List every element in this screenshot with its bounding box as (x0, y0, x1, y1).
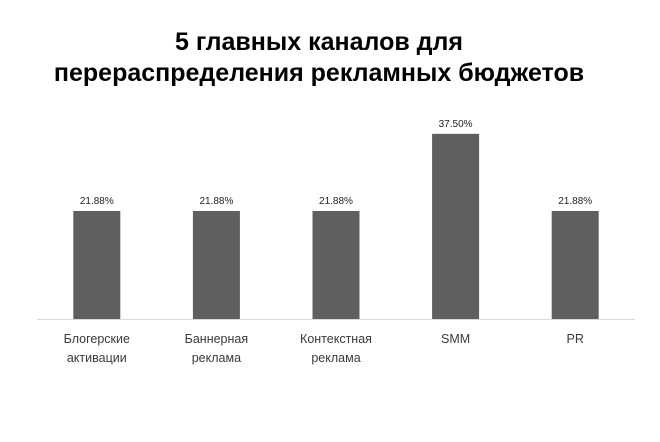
x-tick-label: Блогерские (64, 332, 130, 346)
bar-value-label: 21.88% (319, 196, 353, 207)
x-tick-label: Контекстная (300, 332, 372, 346)
chart-title-line: 5 главных каналов для (175, 28, 463, 56)
bar-value-label: 37.50% (439, 119, 473, 130)
x-tick-label: SMM (441, 332, 470, 346)
chart-title: 5 главных каналов для перераспределения р… (54, 28, 584, 87)
bar (312, 210, 360, 319)
bar (551, 210, 599, 319)
bar-value-label: 21.88% (80, 196, 114, 207)
bar (73, 210, 121, 319)
bar-value-label: 21.88% (199, 196, 233, 207)
x-tick-label: реклама (192, 351, 241, 365)
x-tick-label: реклама (311, 351, 360, 365)
x-tick-label: Баннерная (185, 332, 249, 346)
bar-value-label: 21.88% (558, 196, 592, 207)
chart-title-line: перераспределения рекламных бюджетов (54, 59, 584, 87)
x-tick-label: PR (567, 332, 584, 346)
bars (73, 133, 599, 319)
data-labels: 21.88% 21.88% 21.88% 37.50% 21.88% (80, 119, 592, 207)
bar (432, 133, 480, 319)
bar (192, 210, 240, 319)
x-tick-labels: Блогерские активации Баннерная реклама Конте… (64, 332, 584, 365)
x-tick-label: активации (67, 351, 127, 365)
